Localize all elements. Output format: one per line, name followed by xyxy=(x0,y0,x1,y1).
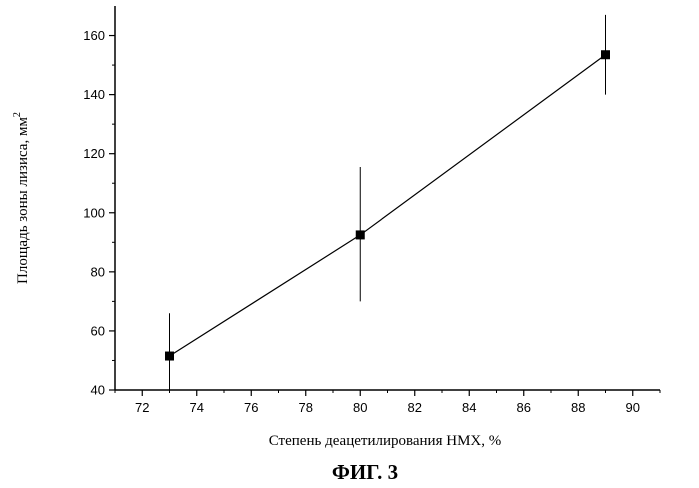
y-tick-label: 140 xyxy=(83,87,105,102)
x-tick-label: 80 xyxy=(353,400,367,415)
x-tick-label: 90 xyxy=(626,400,640,415)
data-point xyxy=(356,230,365,239)
figure-caption: ФИГ. 3 xyxy=(332,460,398,484)
y-tick-label: 120 xyxy=(83,146,105,161)
y-axis-title-sup: 2 xyxy=(12,112,23,117)
x-tick-label: 84 xyxy=(462,400,476,415)
x-tick-label: 74 xyxy=(190,400,204,415)
y-tick-label: 80 xyxy=(91,264,105,279)
x-axis-title: Степень деацетилирования НМХ, % xyxy=(269,433,501,449)
y-tick-label: 40 xyxy=(91,383,105,398)
y-tick-label: 160 xyxy=(83,28,105,43)
y-axis-title: Площадь зоны лизиса, мм2 xyxy=(12,112,31,284)
y-tick-label: 60 xyxy=(91,323,105,338)
data-point xyxy=(601,50,610,59)
x-tick-label: 82 xyxy=(408,400,422,415)
x-tick-label: 86 xyxy=(517,400,531,415)
y-axis-title-main: Площадь зоны лизиса, мм xyxy=(15,117,31,284)
y-tick-label: 100 xyxy=(83,205,105,220)
data-point xyxy=(165,352,174,361)
x-tick-label: 72 xyxy=(135,400,149,415)
x-tick-label: 76 xyxy=(244,400,258,415)
y-axis-ticks: 40 60 80 100 120 140 160 xyxy=(83,28,115,397)
error-bars xyxy=(170,15,606,393)
data-points xyxy=(165,50,610,360)
series-line xyxy=(170,55,606,356)
x-tick-label: 78 xyxy=(299,400,313,415)
x-tick-label: 88 xyxy=(571,400,585,415)
x-axis-ticks: 72 74 76 78 80 82 84 86 88 90 xyxy=(115,390,660,415)
svg-text:Площадь зоны лизиса, мм2: Площадь зоны лизиса, мм2 xyxy=(12,112,31,284)
series-polyline xyxy=(170,55,606,356)
